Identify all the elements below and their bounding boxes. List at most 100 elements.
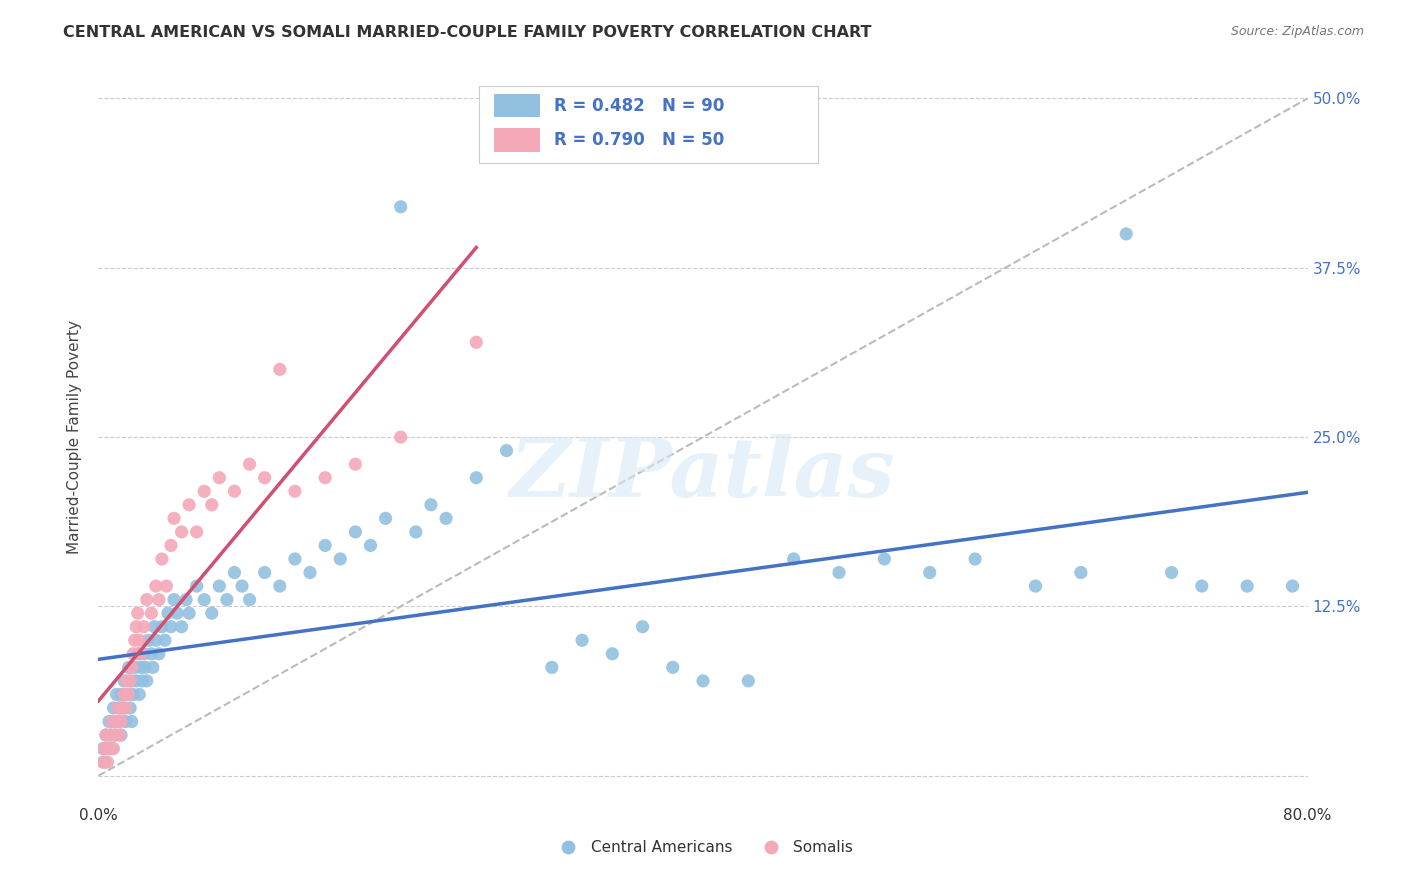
Point (186, 524, 208, 539)
Point (434, 511, 457, 525)
Point (103, 714, 125, 729)
Point (231, 579, 253, 593)
Point (103, 741, 125, 756)
Point (114, 701, 136, 715)
Point (155, 579, 177, 593)
Point (344, 524, 367, 539)
Point (96, 755, 118, 769)
Point (314, 538, 336, 552)
Point (465, 335, 488, 350)
Point (284, 552, 307, 566)
Point (91, 755, 114, 769)
Point (420, 498, 443, 512)
Text: CENTRAL AMERICAN VS SOMALI MARRIED-COUPLE FAMILY POVERTY CORRELATION CHART: CENTRAL AMERICAN VS SOMALI MARRIED-COUPL… (63, 25, 872, 40)
Point (127, 647, 149, 661)
Point (125, 620, 148, 634)
Point (111, 701, 134, 715)
Point (631, 620, 654, 634)
Point (141, 606, 163, 620)
Point (121, 714, 143, 729)
Point (224, 484, 246, 499)
Point (153, 633, 176, 648)
Point (540, 660, 562, 674)
Point (269, 579, 291, 593)
Point (105, 688, 128, 702)
Point (828, 566, 851, 580)
Point (965, 552, 987, 566)
Point (108, 701, 131, 715)
Point (150, 552, 173, 566)
Point (1024, 579, 1046, 593)
FancyBboxPatch shape (479, 86, 818, 163)
Bar (494, 128, 540, 152)
Point (105, 714, 128, 729)
Text: Source: ZipAtlas.com: Source: ZipAtlas.com (1230, 25, 1364, 38)
Point (120, 673, 142, 688)
Point (269, 362, 291, 376)
Point (94, 728, 117, 742)
Point (96, 741, 118, 756)
Point (143, 620, 166, 634)
Point (166, 606, 188, 620)
Point (118, 660, 141, 674)
Point (1115, 227, 1137, 241)
Point (101, 714, 124, 729)
Point (107, 714, 129, 729)
Point (208, 579, 231, 593)
Point (129, 647, 152, 661)
Point (179, 498, 201, 512)
Point (142, 660, 165, 674)
Point (224, 566, 246, 580)
Text: R = 0.482   N = 90: R = 0.482 N = 90 (554, 96, 724, 115)
Point (128, 688, 150, 702)
Point (121, 673, 143, 688)
Legend: Central Americans, Somalis: Central Americans, Somalis (547, 834, 859, 861)
Point (465, 471, 488, 485)
Point (110, 728, 132, 742)
Point (253, 471, 276, 485)
Point (201, 498, 224, 512)
Point (389, 200, 412, 214)
Point (201, 606, 224, 620)
Point (131, 673, 153, 688)
Point (495, 443, 517, 458)
Point (94, 728, 117, 742)
Point (132, 647, 155, 661)
Point (160, 620, 183, 634)
Point (918, 566, 941, 580)
Point (405, 524, 427, 539)
Point (1070, 566, 1092, 580)
Text: ZIPatlas: ZIPatlas (510, 434, 896, 514)
Point (100, 728, 122, 742)
Point (148, 592, 170, 607)
Point (163, 511, 186, 525)
Point (145, 579, 167, 593)
Point (193, 592, 215, 607)
Point (1236, 579, 1258, 593)
Point (145, 633, 167, 648)
Point (112, 688, 135, 702)
Point (120, 701, 142, 715)
Point (108, 728, 131, 742)
Point (571, 633, 593, 648)
Point (121, 660, 143, 674)
Point (101, 741, 124, 756)
Point (128, 633, 150, 648)
Point (360, 538, 382, 552)
Point (122, 688, 145, 702)
Point (107, 701, 129, 715)
Point (129, 660, 152, 674)
Point (208, 471, 231, 485)
Point (103, 701, 125, 715)
Point (100, 728, 122, 742)
Point (148, 647, 170, 661)
Point (141, 647, 163, 661)
Point (118, 688, 141, 702)
Point (98, 714, 121, 729)
Point (1281, 579, 1303, 593)
Y-axis label: Married-Couple Family Poverty: Married-Couple Family Poverty (67, 320, 83, 554)
Point (135, 592, 157, 607)
Point (314, 471, 336, 485)
Point (239, 457, 262, 471)
Point (93, 741, 115, 756)
